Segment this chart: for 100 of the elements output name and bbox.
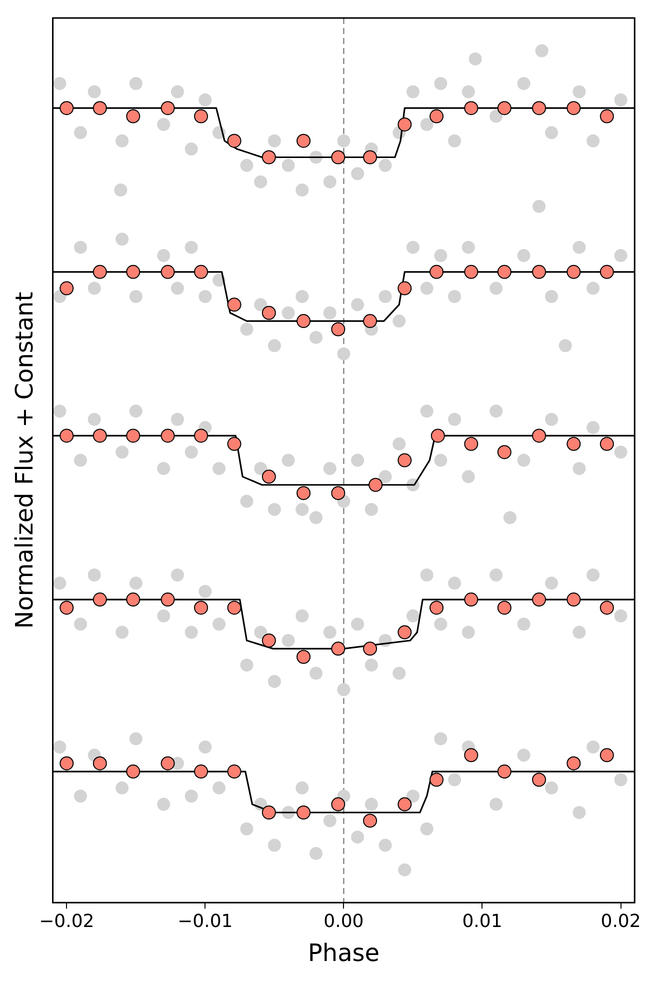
point [378, 838, 392, 852]
point [331, 797, 346, 812]
point [296, 314, 311, 328]
point [462, 85, 475, 98]
point [126, 109, 140, 124]
point [157, 118, 170, 131]
point [517, 454, 530, 467]
point [331, 642, 346, 656]
point [116, 134, 129, 148]
point [262, 633, 276, 648]
point [337, 134, 350, 148]
point [448, 290, 462, 303]
point [126, 592, 140, 607]
point [53, 740, 66, 754]
point [434, 249, 448, 262]
point [60, 428, 74, 443]
point [406, 790, 420, 803]
point [227, 436, 242, 451]
point [517, 618, 530, 631]
point [323, 814, 336, 828]
point [268, 134, 281, 148]
point [464, 592, 478, 607]
point [497, 764, 512, 779]
point [572, 462, 586, 475]
point [398, 281, 412, 296]
point [74, 454, 88, 467]
point [378, 290, 392, 303]
point [88, 85, 101, 98]
point [114, 184, 128, 197]
point [434, 732, 448, 746]
point [614, 93, 628, 106]
point [430, 600, 444, 615]
point [310, 330, 323, 344]
point [420, 282, 434, 295]
point [448, 773, 462, 786]
point [490, 110, 503, 123]
point [212, 462, 226, 475]
point [331, 322, 346, 336]
point [490, 282, 503, 295]
x-tick-label: 0.00 [324, 911, 364, 932]
point [430, 428, 445, 443]
point [434, 618, 448, 631]
point [572, 806, 586, 819]
point [532, 592, 546, 607]
point [126, 428, 140, 443]
point [600, 109, 614, 124]
point [600, 600, 614, 615]
point [310, 666, 323, 680]
point [545, 126, 558, 140]
point [92, 264, 107, 279]
point [170, 568, 184, 582]
point [184, 626, 198, 639]
point [296, 609, 309, 622]
point [296, 650, 311, 664]
point [92, 428, 107, 443]
point [92, 101, 107, 116]
point [282, 158, 295, 172]
point [572, 626, 586, 639]
point [614, 773, 628, 786]
point [194, 264, 208, 279]
point [490, 568, 503, 582]
point [430, 264, 444, 279]
point [462, 626, 475, 639]
point [406, 85, 420, 98]
point [464, 748, 478, 762]
point [116, 232, 129, 246]
point [566, 264, 581, 279]
point [406, 240, 420, 254]
point [184, 446, 198, 459]
point [337, 347, 350, 360]
point [310, 511, 323, 524]
point [572, 85, 586, 98]
point [53, 576, 66, 590]
point [586, 421, 600, 434]
point [517, 77, 530, 90]
point [468, 52, 482, 66]
point [464, 264, 478, 279]
point [160, 756, 175, 770]
point [392, 314, 406, 328]
point [464, 436, 478, 451]
point [60, 101, 74, 116]
point [497, 264, 512, 279]
point [490, 798, 503, 811]
point [240, 658, 254, 672]
point [323, 175, 336, 188]
y-axis-title: Normalized Flux + Constant [10, 292, 39, 629]
point [160, 428, 175, 443]
point [566, 101, 581, 116]
point [351, 298, 364, 312]
point [558, 339, 572, 352]
point [535, 44, 548, 58]
point [194, 428, 208, 443]
point [323, 626, 336, 639]
point [448, 134, 462, 148]
point [368, 478, 383, 492]
point [586, 134, 600, 148]
point [532, 101, 546, 116]
point [262, 806, 276, 820]
point [240, 494, 254, 508]
point [262, 150, 276, 164]
